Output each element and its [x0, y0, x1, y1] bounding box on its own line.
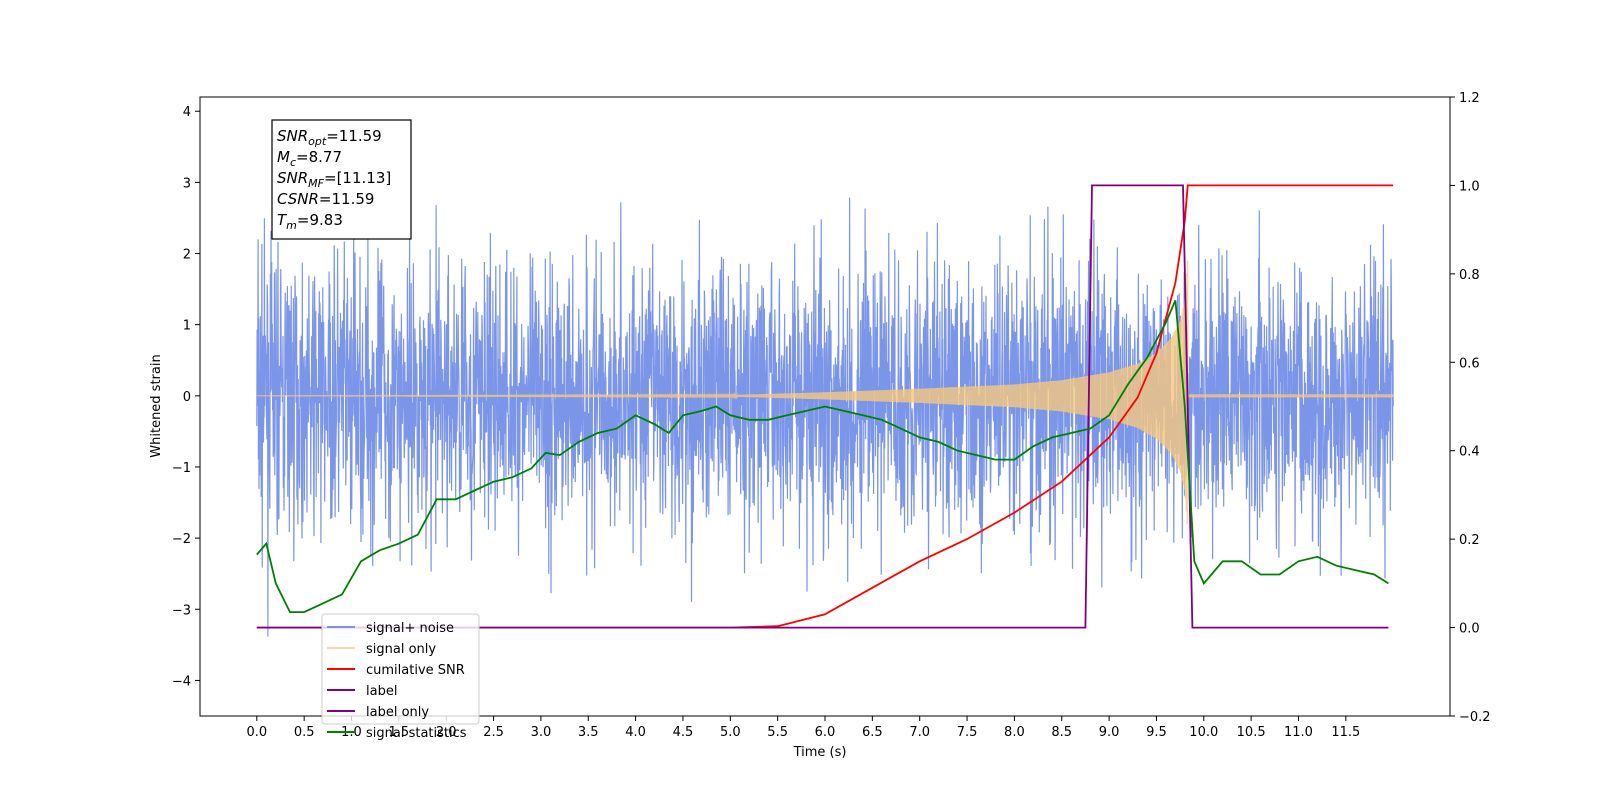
series-signal-statistics [256, 300, 1389, 613]
legend-label: cumilative SNR [366, 663, 465, 678]
legend: signal+ noise signal only cumilative SNR la… [321, 613, 480, 741]
y-tick-label: −1 [172, 461, 191, 476]
y-axis-left: −4 −3 −2 −1 0 1 2 3 4 [172, 105, 200, 689]
y-tick-label: 4 [183, 105, 191, 120]
stats-annotation-box: SNRopt=11.59Mc=8.77SNRMF=[11.13]CSNR=11.… [271, 119, 412, 240]
series-signal-only [256, 260, 1394, 525]
y2-tick-label: 0.2 [1459, 533, 1480, 548]
x-tick-label: 6.5 [862, 725, 883, 740]
annotation-box-frame [271, 119, 412, 240]
x-tick-label: 2.0 [436, 725, 457, 740]
annotation-line: SNRopt=11.59 [277, 127, 382, 148]
y2-tick-label: 0.4 [1459, 445, 1480, 460]
annotation-line: Mc=8.77 [277, 148, 342, 169]
x-tick-label: 5.5 [767, 725, 788, 740]
x-tick-label: 11.5 [1331, 725, 1360, 740]
annotation-line: SNRMF=[11.13] [277, 169, 391, 190]
legend-label: signal only [366, 642, 436, 657]
x-tick-label: 9.0 [1099, 725, 1120, 740]
legend-label: signal statistics [366, 726, 467, 741]
y-tick-label: 2 [183, 248, 191, 263]
x-tick-label: 3.0 [531, 725, 552, 740]
x-tick-label: 10.5 [1237, 725, 1266, 740]
annotation-line: Tm=9.83 [277, 211, 343, 232]
x-tick-label: 8.5 [1051, 725, 1072, 740]
y-tick-label: −2 [172, 532, 191, 547]
x-tick-label: 7.0 [909, 725, 930, 740]
legend-label: label only [366, 705, 429, 720]
y2-tick-label: 0.6 [1459, 356, 1480, 371]
x-tick-label: 10.0 [1189, 725, 1218, 740]
x-tick-label: 11.0 [1284, 725, 1313, 740]
x-tick-label: 6.0 [815, 725, 836, 740]
y-tick-label: −3 [172, 603, 191, 618]
x-axis: 0.0 0.5 1.0 1.5 2.0 2.5 3.0 3.5 4.0 4.5 5.0 5.5 6.0 6… [246, 716, 1360, 740]
y2-tick-label: −0.2 [1459, 710, 1491, 725]
legend-frame [321, 613, 480, 725]
series-signal-noise [256, 197, 1394, 637]
legend-label: signal+ noise [366, 621, 454, 636]
x-tick-label: 0.5 [294, 725, 315, 740]
x-tick-label: 4.5 [673, 725, 694, 740]
y-tick-label: −4 [172, 674, 191, 689]
x-tick-label: 9.5 [1146, 725, 1167, 740]
legend-label: label [366, 684, 397, 699]
x-tick-label: 8.0 [1004, 725, 1025, 740]
x-tick-label: 1.5 [389, 725, 410, 740]
x-tick-label: 0.0 [246, 725, 267, 740]
y2-tick-label: 1.0 [1459, 179, 1480, 194]
x-tick-label: 4.0 [625, 725, 646, 740]
y2-tick-label: 1.2 [1459, 91, 1480, 106]
y-axis-label: Whitened strain [149, 354, 164, 457]
series-cumulative-snr [256, 184, 1394, 629]
x-tick-label: 3.5 [578, 725, 599, 740]
x-tick-label: 7.5 [957, 725, 978, 740]
x-axis-label: Time (s) [793, 745, 847, 760]
y2-tick-label: 0.8 [1459, 268, 1480, 283]
plot-area [256, 184, 1394, 637]
annotation-line: CSNR=11.59 [277, 190, 374, 208]
y-tick-label: 0 [183, 390, 191, 405]
x-tick-label: 5.0 [720, 725, 741, 740]
y-tick-label: 1 [183, 319, 191, 334]
y-tick-label: 3 [183, 176, 191, 191]
series-label [256, 184, 1389, 629]
y2-tick-label: 0.0 [1459, 622, 1480, 637]
x-tick-label: 2.5 [483, 725, 504, 740]
y-axis-right: −0.2 0.0 0.2 0.4 0.6 0.8 1.0 1.2 [1450, 91, 1491, 725]
